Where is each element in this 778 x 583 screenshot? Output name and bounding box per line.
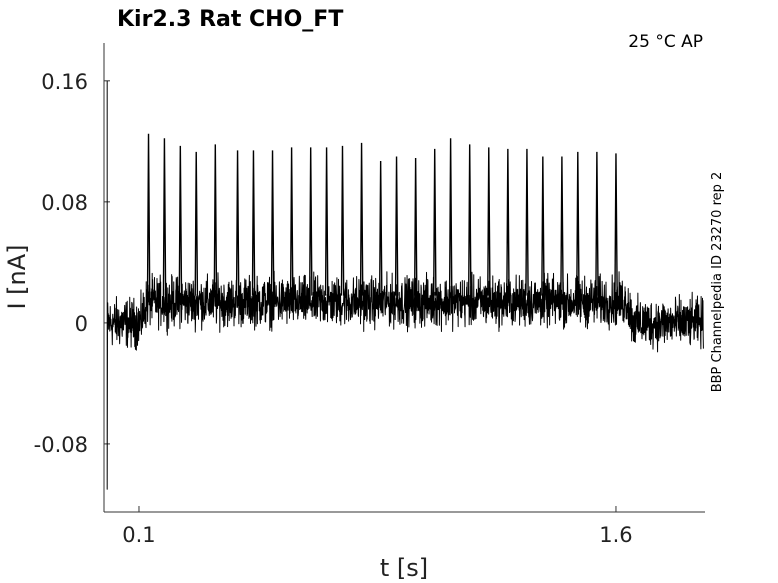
- spike: [487, 147, 491, 296]
- y-axis: 0.16 0.08 0 -0.08: [34, 43, 110, 512]
- spike: [340, 145, 345, 296]
- y-tick-label: 0: [75, 312, 88, 336]
- spike: [251, 150, 256, 296]
- spike: [378, 161, 383, 296]
- y-tick-label: 0.16: [41, 70, 88, 94]
- spike: [235, 150, 240, 296]
- spike: [560, 156, 564, 296]
- x-tick-label: 1.6: [599, 523, 632, 547]
- chart-title: Kir2.3 Rat CHO_FT: [117, 7, 343, 32]
- spike: [433, 148, 437, 296]
- plot-area: [106, 80, 704, 490]
- spike: [308, 147, 313, 296]
- x-tick-label: 0.1: [122, 523, 155, 547]
- spike: [576, 151, 580, 296]
- spike: [614, 153, 618, 296]
- spike: [194, 151, 199, 296]
- y-tick-label: -0.08: [34, 433, 88, 457]
- spike: [595, 151, 599, 296]
- x-axis-label: t [s]: [380, 554, 428, 582]
- spike: [525, 148, 529, 296]
- current-trace: [106, 80, 704, 490]
- spike: [289, 147, 294, 296]
- spike: [146, 133, 151, 296]
- spike: [213, 144, 218, 296]
- channelpedia-id-label: BBP Channelpedia ID 23270 rep 2: [710, 172, 725, 393]
- spike: [467, 144, 472, 296]
- spike: [394, 156, 399, 296]
- spike: [270, 150, 275, 296]
- recording-condition: 25 °C AP: [628, 32, 703, 52]
- y-tick-label: 0.08: [41, 191, 88, 215]
- spike: [359, 142, 364, 296]
- spike: [162, 138, 167, 296]
- spike: [541, 156, 545, 296]
- spike: [413, 157, 418, 296]
- x-axis: 0.1 1.6: [104, 506, 705, 547]
- spike: [506, 148, 510, 296]
- spike: [448, 138, 453, 296]
- spike: [178, 145, 183, 296]
- spike: [324, 147, 329, 296]
- y-axis-label: I [nA]: [3, 244, 31, 309]
